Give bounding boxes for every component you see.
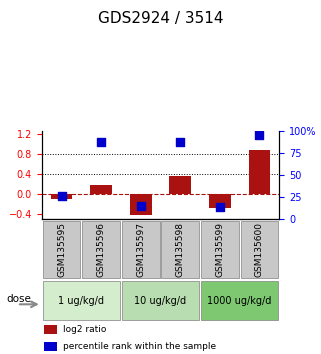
FancyBboxPatch shape (82, 221, 120, 279)
Bar (90, 185, 112, 194)
Text: percentile rank within the sample: percentile rank within the sample (63, 342, 216, 351)
Text: GSM135596: GSM135596 (97, 222, 106, 277)
Text: GSM135599: GSM135599 (215, 222, 224, 277)
Point (59, 194, 64, 199)
Text: dose: dose (6, 294, 31, 304)
Text: 10 ug/kg/d: 10 ug/kg/d (134, 296, 187, 306)
FancyBboxPatch shape (201, 281, 278, 320)
Bar (169, 177, 191, 194)
Text: GSM135595: GSM135595 (57, 222, 66, 277)
Point (178, 139, 183, 144)
Bar (44, 342, 57, 351)
FancyBboxPatch shape (241, 221, 278, 279)
Text: GSM135598: GSM135598 (176, 222, 185, 277)
Text: GDS2924 / 3514: GDS2924 / 3514 (98, 11, 223, 26)
Bar (209, 194, 231, 209)
Bar (130, 194, 152, 216)
Text: 1 ug/kg/d: 1 ug/kg/d (58, 296, 104, 306)
Text: GSM135597: GSM135597 (136, 222, 145, 277)
FancyBboxPatch shape (122, 281, 199, 320)
FancyBboxPatch shape (43, 221, 80, 279)
Bar (44, 325, 57, 334)
Point (217, 204, 222, 210)
Point (99, 139, 104, 144)
FancyBboxPatch shape (201, 221, 239, 279)
Bar (248, 150, 270, 194)
Text: GSM135600: GSM135600 (255, 222, 264, 277)
Bar (51, 194, 73, 199)
Point (138, 203, 143, 209)
Point (257, 132, 262, 137)
Text: 1000 ug/kg/d: 1000 ug/kg/d (207, 296, 272, 306)
Text: log2 ratio: log2 ratio (63, 325, 107, 334)
FancyBboxPatch shape (122, 221, 160, 279)
FancyBboxPatch shape (43, 281, 120, 320)
FancyBboxPatch shape (161, 221, 199, 279)
